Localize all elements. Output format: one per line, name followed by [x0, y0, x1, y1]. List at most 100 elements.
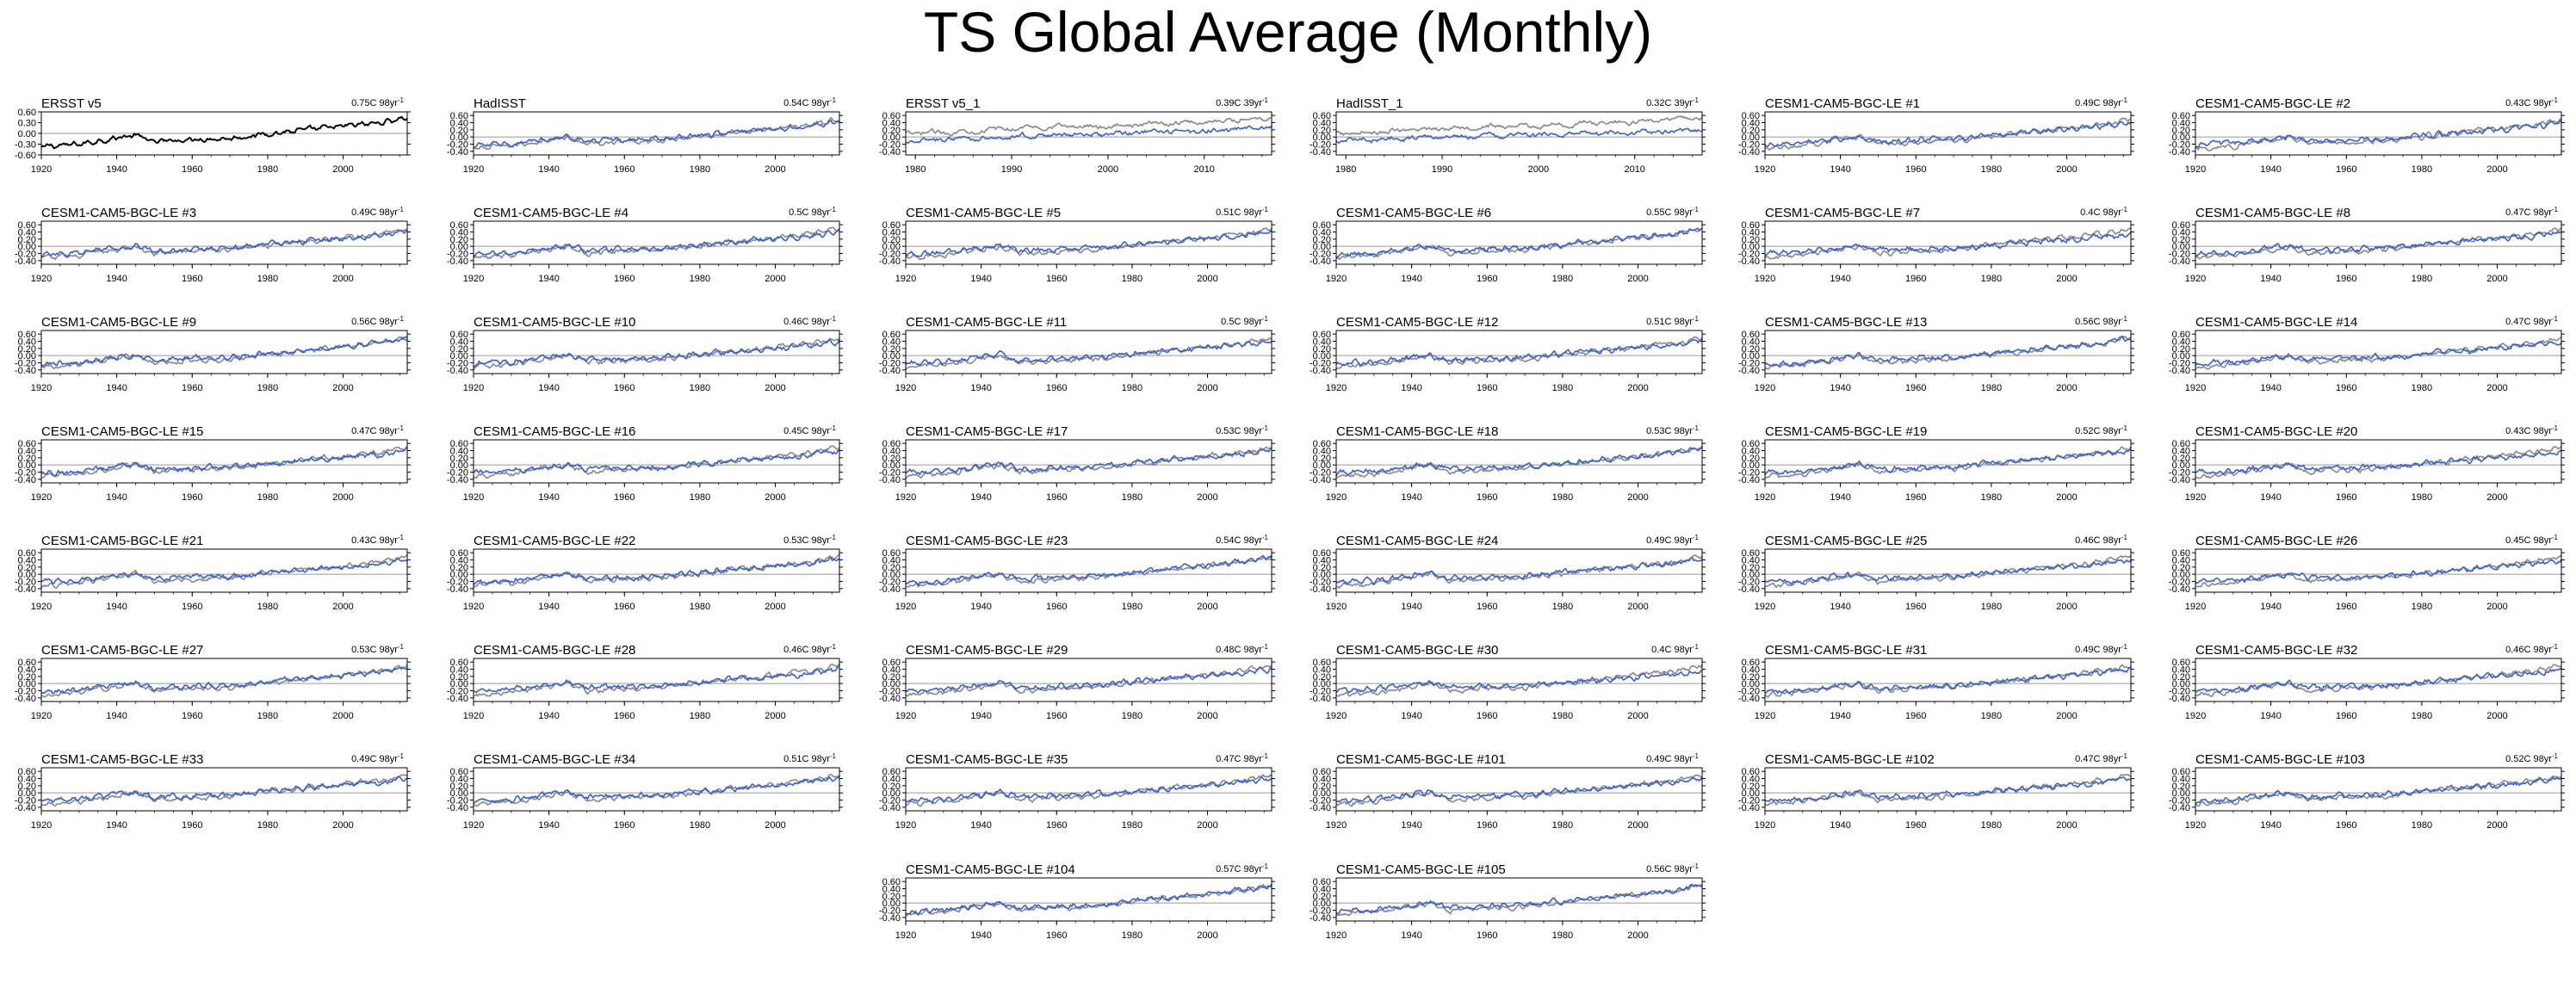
y-tick-label: 0.60	[450, 439, 468, 449]
x-tick-label: 1940	[1830, 274, 1850, 284]
x-tick-label: 1980	[905, 164, 926, 175]
x-tick-label: 1960	[1477, 820, 1497, 831]
y-tick-label: -0.20	[2169, 359, 2190, 369]
trend-label: 0.49C 98yr-1	[2075, 96, 2127, 108]
trend-unit: -1	[2552, 752, 2559, 760]
y-tick-label: 0.00	[18, 679, 36, 689]
x-tick-label: 2000	[1627, 274, 1648, 284]
x-tick-label: 1980	[690, 492, 710, 503]
y-tick-label: 0.20	[2172, 126, 2190, 136]
series-model	[473, 338, 840, 368]
x-tick-label: 1920	[31, 164, 52, 175]
y-tick-label: 0.60	[2172, 767, 2190, 777]
trend-label: 0.53C 98yr-1	[1216, 424, 1268, 436]
trend-label: 0.46C 98yr-1	[2505, 643, 2558, 655]
y-tick-label: -0.40	[15, 694, 36, 704]
x-tick-label: 1920	[895, 711, 916, 721]
x-tick-label: 1920	[1755, 820, 1775, 831]
x-tick-label: 2000	[2056, 602, 2077, 612]
series-reference	[2195, 445, 2562, 479]
x-tick-label: 1920	[2185, 274, 2206, 284]
y-tick-label: 0.60	[18, 220, 36, 231]
y-tick-label: -0.20	[447, 359, 468, 369]
x-tick-label: 1940	[2260, 492, 2281, 503]
series-reference	[905, 226, 1273, 261]
trend-label: 0.5C 98yr-1	[1221, 315, 1268, 327]
x-tick-label: 1920	[1326, 492, 1347, 503]
panel-title: CESM1-CAM5-BGC-LE #23	[906, 534, 1068, 548]
plot-frame	[473, 548, 840, 593]
panel-title: CESM1-CAM5-BGC-LE #17	[906, 424, 1068, 439]
trend-unit: -1	[398, 206, 405, 213]
x-tick-label: 1940	[106, 164, 127, 175]
series-model	[1335, 883, 1703, 915]
x-tick-label: 1960	[1046, 383, 1067, 393]
x-tick-label: 2000	[765, 492, 785, 503]
y-tick-label: 0.40	[2172, 556, 2190, 566]
trend-unit: -1	[1693, 315, 1700, 323]
x-tick-label: 1920	[1326, 711, 1347, 721]
panel-8: CESM1-CAM5-BGC-LE #4 0.5C 98yr-10.600.400…	[447, 206, 843, 284]
y-tick-label: -0.20	[879, 250, 901, 260]
panel-1: ERSST v5 0.75C 98yr-1 0.600.300.00-0.30-0.…	[15, 96, 411, 175]
trend-label: 0.53C 98yr-1	[1646, 424, 1699, 436]
x-tick-label: 1940	[1401, 711, 1421, 721]
x-tick-label: 1920	[1755, 602, 1775, 612]
x-tick-label: 1960	[182, 274, 202, 284]
y-tick-label: -0.20	[879, 578, 901, 588]
panel-23: CESM1-CAM5-BGC-LE #19 0.52C 98yr-1 0.600.4…	[1738, 424, 2134, 503]
y-tick-label: 0.20	[1313, 344, 1331, 355]
trend-unit: -1	[830, 96, 837, 104]
y-tick-label: 0.60	[1313, 877, 1331, 887]
series-model	[1764, 231, 2132, 256]
trend-label: 0.54C 98yr-1	[1216, 534, 1268, 546]
trend-unit: -1	[1693, 643, 1700, 651]
y-tick-label: 0.00	[18, 570, 36, 580]
y-tick-label: -0.40	[1738, 366, 1760, 376]
panel-title: CESM1-CAM5-BGC-LE #16	[474, 424, 635, 439]
y-tick-label: 0.60	[18, 330, 36, 340]
x-tick-label: 1940	[970, 820, 991, 831]
x-tick-label: 1920	[463, 820, 484, 831]
y-tick-label: 0.20	[882, 235, 901, 245]
trend-unit: -1	[2552, 315, 2559, 323]
y-tick-label: -0.40	[1310, 913, 1331, 924]
series-model	[2195, 559, 2562, 584]
series-model	[905, 230, 1273, 257]
x-tick-label: 2000	[1197, 602, 1217, 612]
trend-label: 0.49C 98yr-1	[1646, 752, 1699, 764]
series-model	[1335, 776, 1703, 804]
y-tick-label: 0.00	[1313, 899, 1331, 909]
y-tick-label: -0.20	[1310, 140, 1331, 151]
y-tick-label: 0.40	[18, 337, 36, 348]
series-model	[40, 776, 408, 804]
trend-unit: -1	[830, 534, 837, 541]
panel-21: CESM1-CAM5-BGC-LE #17 0.53C 98yr-1 0.600.4…	[879, 424, 1275, 503]
y-tick-label: -0.20	[1310, 250, 1331, 260]
y-tick-label: 0.20	[2172, 563, 2190, 573]
y-tick-label: 0.40	[1742, 556, 1760, 566]
series-reference	[473, 663, 840, 697]
x-tick-label: 1940	[970, 383, 991, 393]
x-tick-label: 1920	[895, 602, 916, 612]
y-tick-label: 0.00	[1742, 351, 1760, 362]
y-tick-label: -0.20	[1310, 906, 1331, 917]
x-tick-label: 1960	[1477, 492, 1497, 503]
trend-unit: -1	[1262, 643, 1269, 651]
series-model	[905, 883, 1273, 917]
plot-frame	[40, 658, 408, 702]
plot-frame	[905, 767, 1273, 812]
x-tick-label: 1940	[1830, 383, 1850, 393]
y-tick-label: 0.00	[450, 679, 468, 689]
y-tick-label: 0.00	[1313, 242, 1331, 252]
y-tick-label: -0.20	[447, 796, 468, 807]
panel-44: CESM1-CAM5-BGC-LE #105 0.56C 98yr-10.600.…	[1310, 862, 1706, 941]
x-tick-label: 1980	[1981, 711, 2002, 721]
plot-frame	[2195, 220, 2562, 265]
y-tick-label: 0.40	[882, 228, 901, 238]
x-tick-label: 1980	[1981, 274, 2002, 284]
y-tick-label: -0.20	[447, 250, 468, 260]
series-reference	[2195, 664, 2562, 697]
y-tick-label: 0.40	[882, 119, 901, 129]
